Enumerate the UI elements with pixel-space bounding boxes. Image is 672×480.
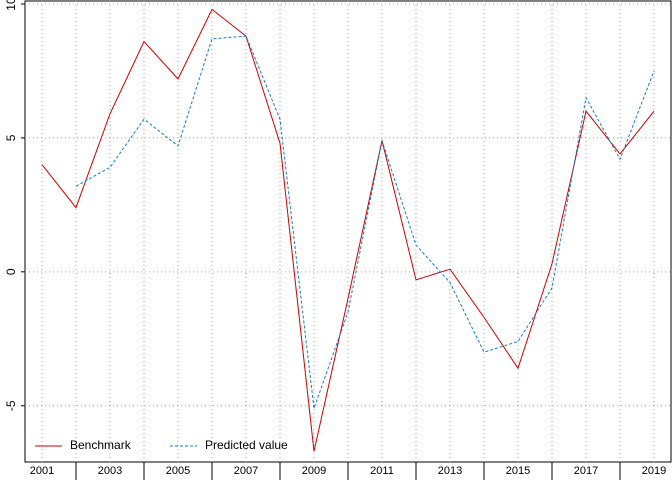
series-line — [41, 8, 655, 452]
y-tick-label: 5 — [4, 134, 18, 141]
plot-frame — [24, 0, 672, 463]
x-tick-label: 2017 — [574, 465, 598, 477]
x-tick-label: 2015 — [506, 465, 530, 477]
series-line — [75, 35, 655, 409]
legend-label: Benchmark — [70, 438, 132, 452]
y-tick-label: 0 — [4, 268, 18, 275]
y-tick-label: 10 — [4, 0, 18, 11]
x-tick-label: 2019 — [642, 465, 666, 477]
x-tick-label: 2009 — [302, 465, 326, 477]
x-tick-label: 2003 — [98, 465, 122, 477]
x-tick-label: 2005 — [166, 465, 190, 477]
x-tick-label: 2013 — [438, 465, 462, 477]
y-tick-label: -5 — [4, 400, 18, 411]
x-tick-label: 2011 — [370, 465, 394, 477]
x-tick-label: 2007 — [234, 465, 258, 477]
x-tick-label: 2001 — [30, 465, 54, 477]
legend-label: Predicted value — [205, 438, 288, 452]
